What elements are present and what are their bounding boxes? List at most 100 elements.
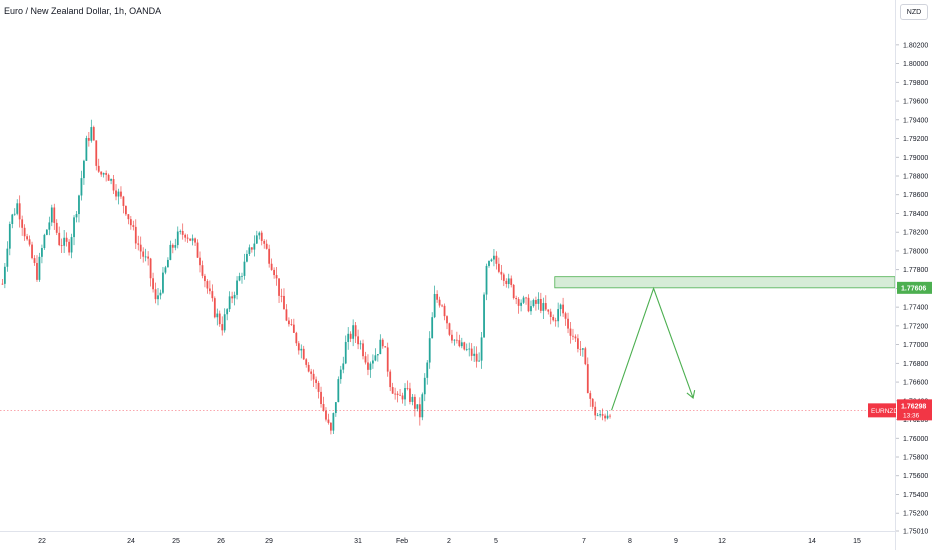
candle-body: [364, 356, 367, 363]
candle-body: [260, 232, 263, 241]
candle: [127, 214, 130, 225]
candle: [539, 292, 542, 314]
candle: [41, 244, 43, 264]
candle: [376, 353, 379, 362]
candle-body: [552, 317, 555, 321]
symbol-badge: [868, 403, 896, 418]
candle-body: [53, 207, 56, 223]
candle: [310, 368, 313, 381]
candle: [604, 413, 606, 422]
candle-body: [250, 247, 253, 250]
candle: [63, 229, 66, 253]
candle-body: [334, 402, 337, 414]
candle-body: [31, 244, 33, 259]
candle-body: [194, 238, 196, 243]
candle-body: [263, 240, 266, 244]
candle-body: [110, 179, 112, 181]
candle: [532, 298, 535, 308]
candle: [53, 203, 56, 230]
candle: [357, 329, 359, 350]
candle: [285, 304, 288, 322]
candle-body: [38, 256, 41, 280]
candle-body: [468, 348, 471, 350]
candle-body: [604, 415, 606, 419]
candle: [441, 304, 443, 308]
candle-body: [539, 298, 542, 311]
candle: [344, 335, 347, 365]
zone-price-badge: [897, 281, 932, 294]
candle-body: [354, 325, 357, 337]
candle-body: [169, 244, 172, 260]
candle: [100, 171, 103, 177]
candle-body: [325, 410, 327, 420]
candle-body: [92, 127, 95, 141]
candle-body: [421, 394, 424, 418]
candle-body: [423, 377, 426, 395]
candle-body: [396, 393, 399, 395]
candle: [480, 332, 483, 369]
candle-body: [349, 333, 352, 339]
candle-body: [85, 138, 88, 161]
candle-body: [243, 261, 246, 276]
candle-body: [369, 363, 372, 370]
candle-body: [359, 343, 362, 345]
candle-body: [372, 360, 374, 364]
candle-body: [448, 323, 451, 335]
price-tick-label: 1.79200: [903, 136, 928, 143]
candle: [8, 221, 11, 256]
candle-body: [310, 371, 313, 374]
candle: [13, 208, 16, 216]
candle: [438, 296, 441, 308]
candle: [401, 392, 404, 404]
candle-body: [21, 219, 24, 228]
candle: [554, 317, 557, 327]
candle: [342, 356, 345, 374]
candle: [569, 322, 572, 344]
currency-button[interactable]: NZD: [900, 4, 928, 20]
candle: [500, 264, 503, 281]
candle: [433, 285, 436, 319]
time-tick-label: Feb: [396, 538, 408, 545]
candle-body: [463, 342, 466, 350]
candle-body: [542, 303, 545, 311]
candle: [413, 394, 416, 417]
candle: [218, 310, 221, 327]
candle: [495, 251, 498, 270]
candle: [33, 255, 36, 266]
candle: [21, 215, 24, 236]
price-tick-label: 1.80200: [903, 42, 928, 49]
candle: [90, 119, 93, 143]
candle-body: [211, 291, 214, 299]
candle: [171, 243, 174, 254]
candle: [181, 223, 184, 240]
candle-body: [547, 309, 550, 312]
candle: [73, 215, 75, 246]
price-tick-label: 1.75200: [903, 511, 928, 518]
candle: [162, 267, 164, 295]
candle: [411, 394, 414, 406]
candle: [453, 339, 456, 346]
candle-body: [228, 296, 231, 310]
candle: [525, 296, 527, 305]
price-tick-label: 1.76600: [903, 380, 928, 387]
candle: [364, 351, 367, 365]
candle-body: [559, 304, 562, 310]
candle-body: [379, 339, 382, 355]
candle-body: [357, 336, 359, 345]
time-tick-label: 26: [217, 538, 225, 545]
price-tick-label: 1.78400: [903, 211, 928, 218]
candle: [322, 396, 325, 412]
candle: [520, 299, 522, 312]
candle: [236, 276, 238, 300]
candle-body: [288, 320, 290, 325]
current-price-label: 1.76298: [901, 403, 926, 410]
candle-body: [606, 415, 609, 419]
candle: [581, 348, 584, 357]
candle: [196, 239, 199, 258]
candle-body: [36, 262, 38, 280]
candle-body: [265, 243, 268, 249]
candle-body: [554, 320, 557, 322]
candle: [60, 238, 63, 253]
candle: [589, 390, 592, 407]
